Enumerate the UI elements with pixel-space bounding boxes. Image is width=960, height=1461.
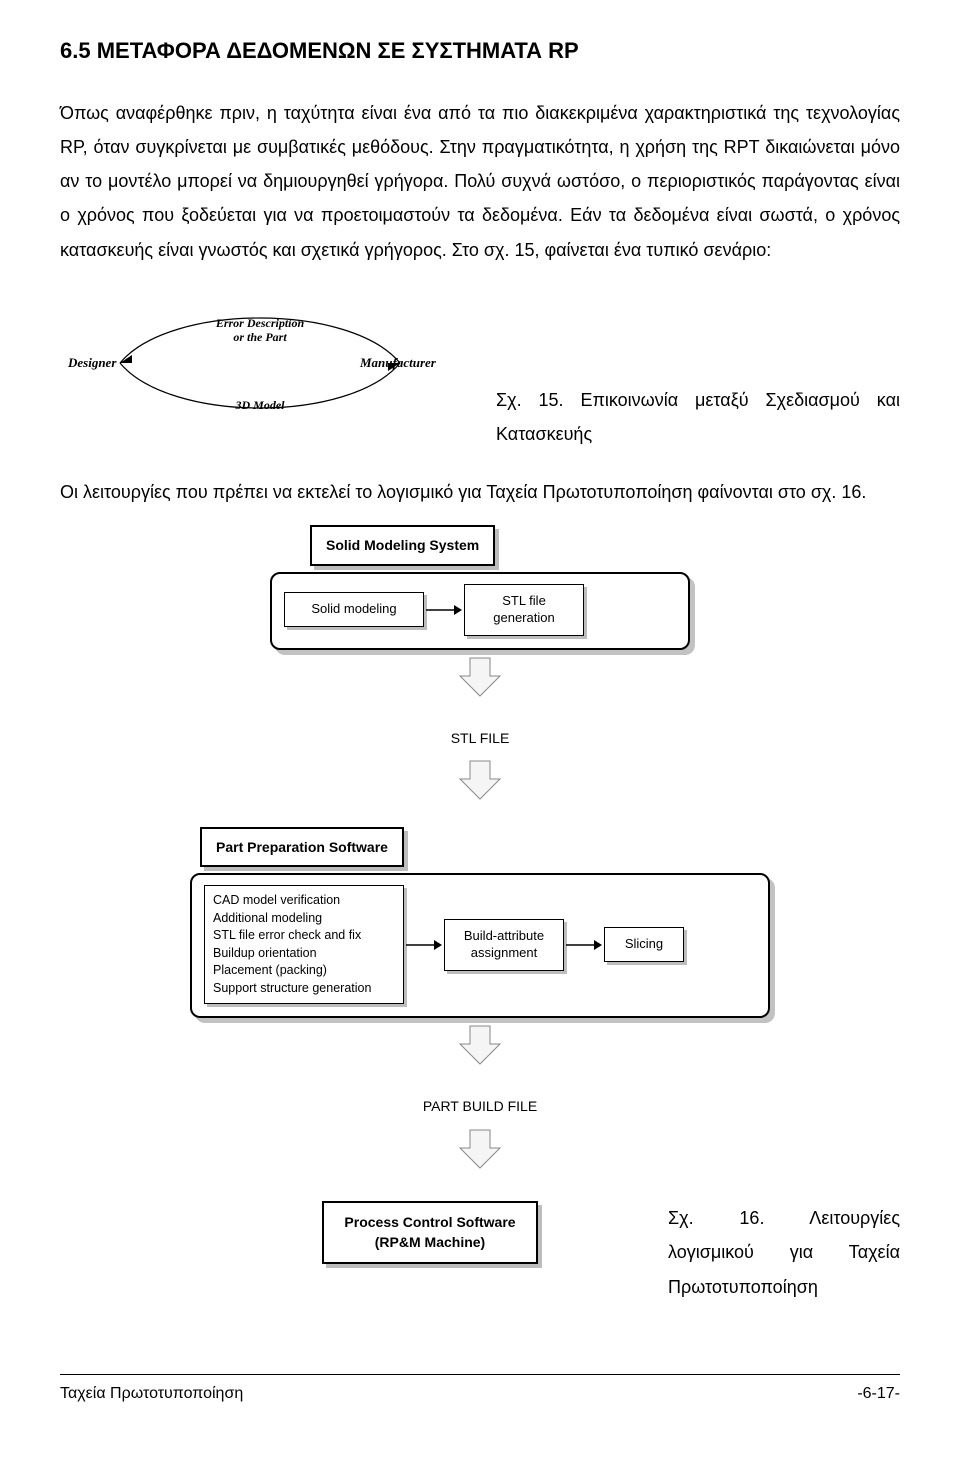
figure-15-row: Designer Manufacturer Error Description …: [60, 283, 900, 451]
stage2-outer: CAD model verification Additional modeli…: [190, 873, 770, 1018]
arrow-right-icon: [564, 935, 604, 955]
manufacturer-label: Manufacturer: [359, 355, 437, 370]
designer-label: Designer: [67, 355, 117, 370]
page-footer: Ταχεία Πρωτοτυποποίηση -6-17-: [60, 1374, 900, 1409]
footer-left: Ταχεία Πρωτοτυποποίηση: [60, 1379, 243, 1409]
stage2-box2: Build-attribute assignment: [444, 919, 564, 971]
error-desc-label-1: Error Description: [215, 316, 305, 330]
stage2-box3: Slicing: [604, 927, 684, 962]
stage1-title: Solid Modeling System: [310, 525, 495, 566]
stage2-list-box: CAD model verification Additional modeli…: [204, 885, 404, 1004]
arrow-down-1: [450, 656, 510, 717]
figure-15-diagram: Designer Manufacturer Error Description …: [60, 283, 460, 443]
stage1-box1: Solid modeling: [284, 592, 424, 627]
figure-16-flowchart: Solid Modeling System Solid modeling STL…: [60, 525, 900, 1303]
stage2: Part Preparation Software CAD model veri…: [190, 827, 770, 1019]
stage2-title: Part Preparation Software: [200, 827, 404, 868]
stage3-box: Process Control Software (RP&M Machine): [322, 1201, 537, 1264]
error-desc-label-2: or the Part: [233, 330, 287, 344]
stage1-outer: Solid modeling STL file generation: [270, 572, 690, 650]
figure-16-caption: Σχ. 16. Λειτουργίες λογισμικού για Ταχεί…: [640, 1201, 900, 1304]
paragraph-2: Οι λειτουργίες που πρέπει να εκτελεί το …: [60, 475, 900, 509]
arrow-right-icon: [404, 935, 444, 955]
stage1: Solid Modeling System Solid modeling STL…: [270, 525, 690, 649]
link1-label: STL FILE: [451, 725, 510, 752]
arrow-down-2: [450, 759, 510, 820]
arrow-right-icon: [424, 600, 464, 620]
figure-15-caption: Σχ. 15. Επικοινωνία μεταξύ Σχεδιασμού κα…: [460, 283, 900, 451]
model3d-label: 3D Model: [235, 398, 286, 412]
link2-label: PART BUILD FILE: [423, 1093, 537, 1120]
arrow-down-3: [450, 1024, 510, 1085]
arrow-down-4: [450, 1128, 510, 1189]
stage1-box2: STL file generation: [464, 584, 584, 636]
paragraph-1: Όπως αναφέρθηκε πριν, η ταχύτητα είναι έ…: [60, 96, 900, 267]
section-heading: 6.5 ΜΕΤΑΦΟΡΑ ΔΕΔΟΜΕΝΩΝ ΣΕ ΣΥΣΤΗΜΑΤΑ RP: [60, 30, 900, 72]
footer-right: -6-17-: [857, 1379, 900, 1409]
